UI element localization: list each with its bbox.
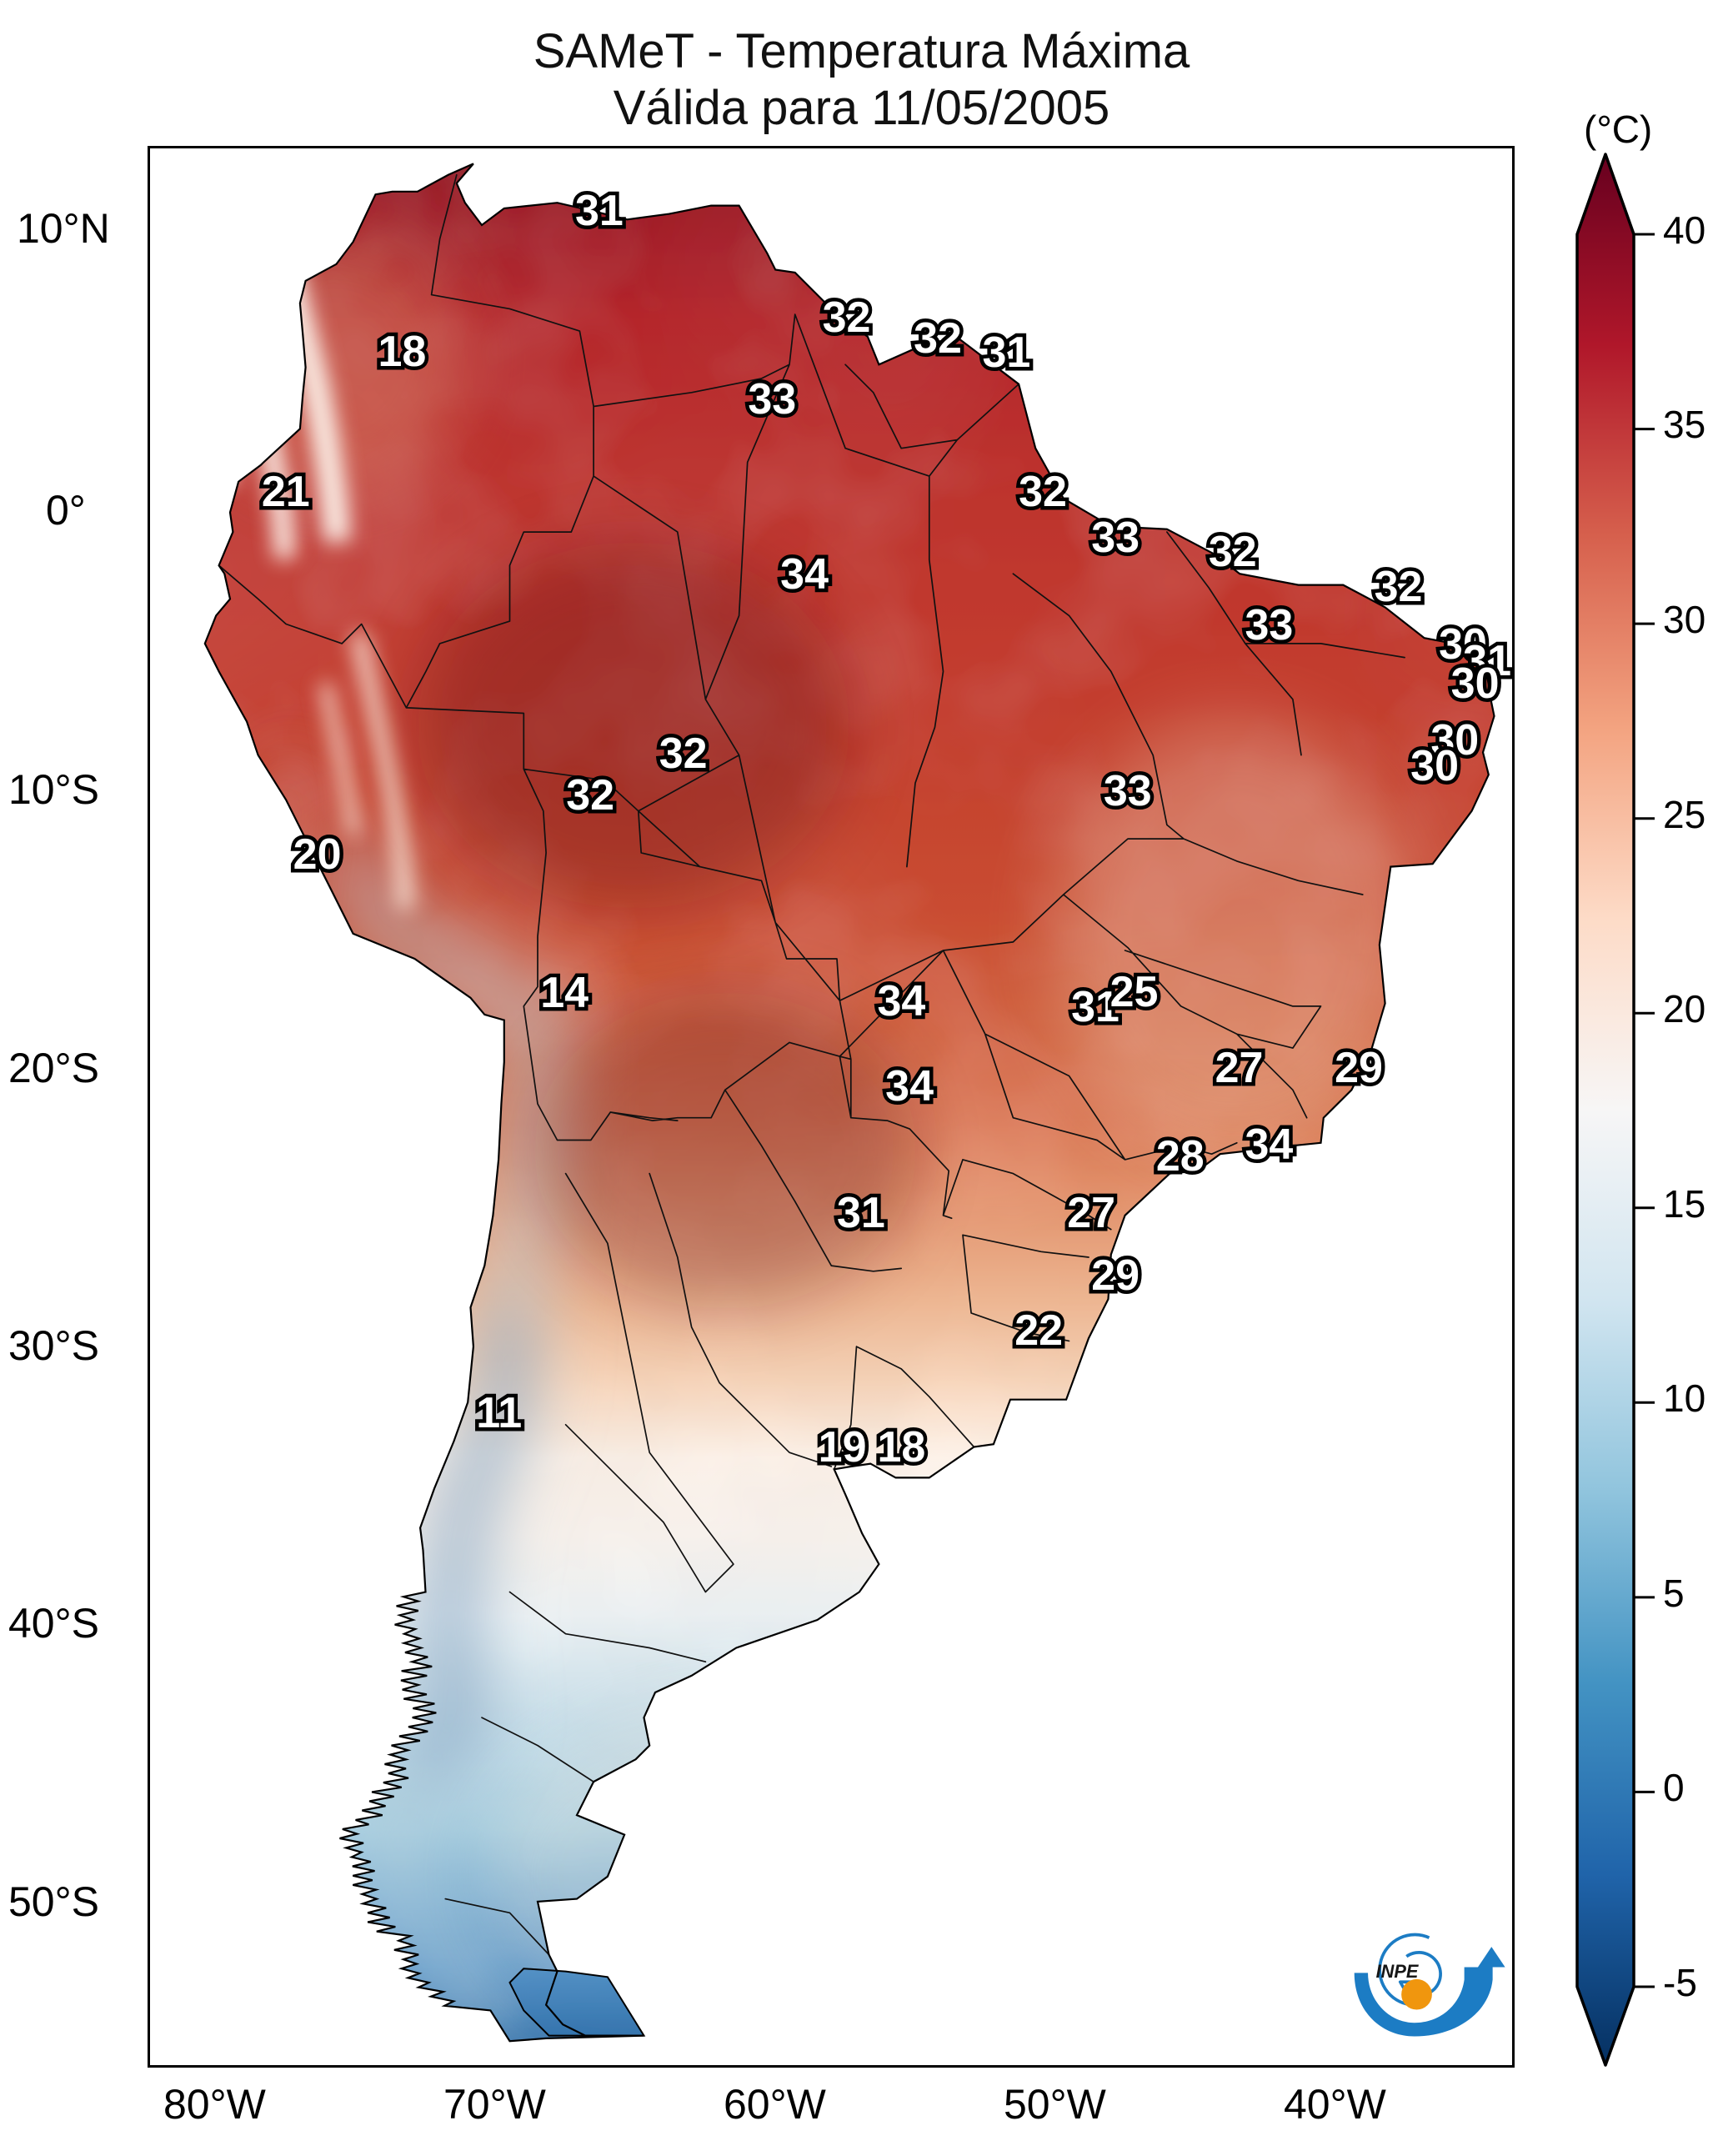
svg-text:INPE: INPE	[1376, 1961, 1420, 1982]
